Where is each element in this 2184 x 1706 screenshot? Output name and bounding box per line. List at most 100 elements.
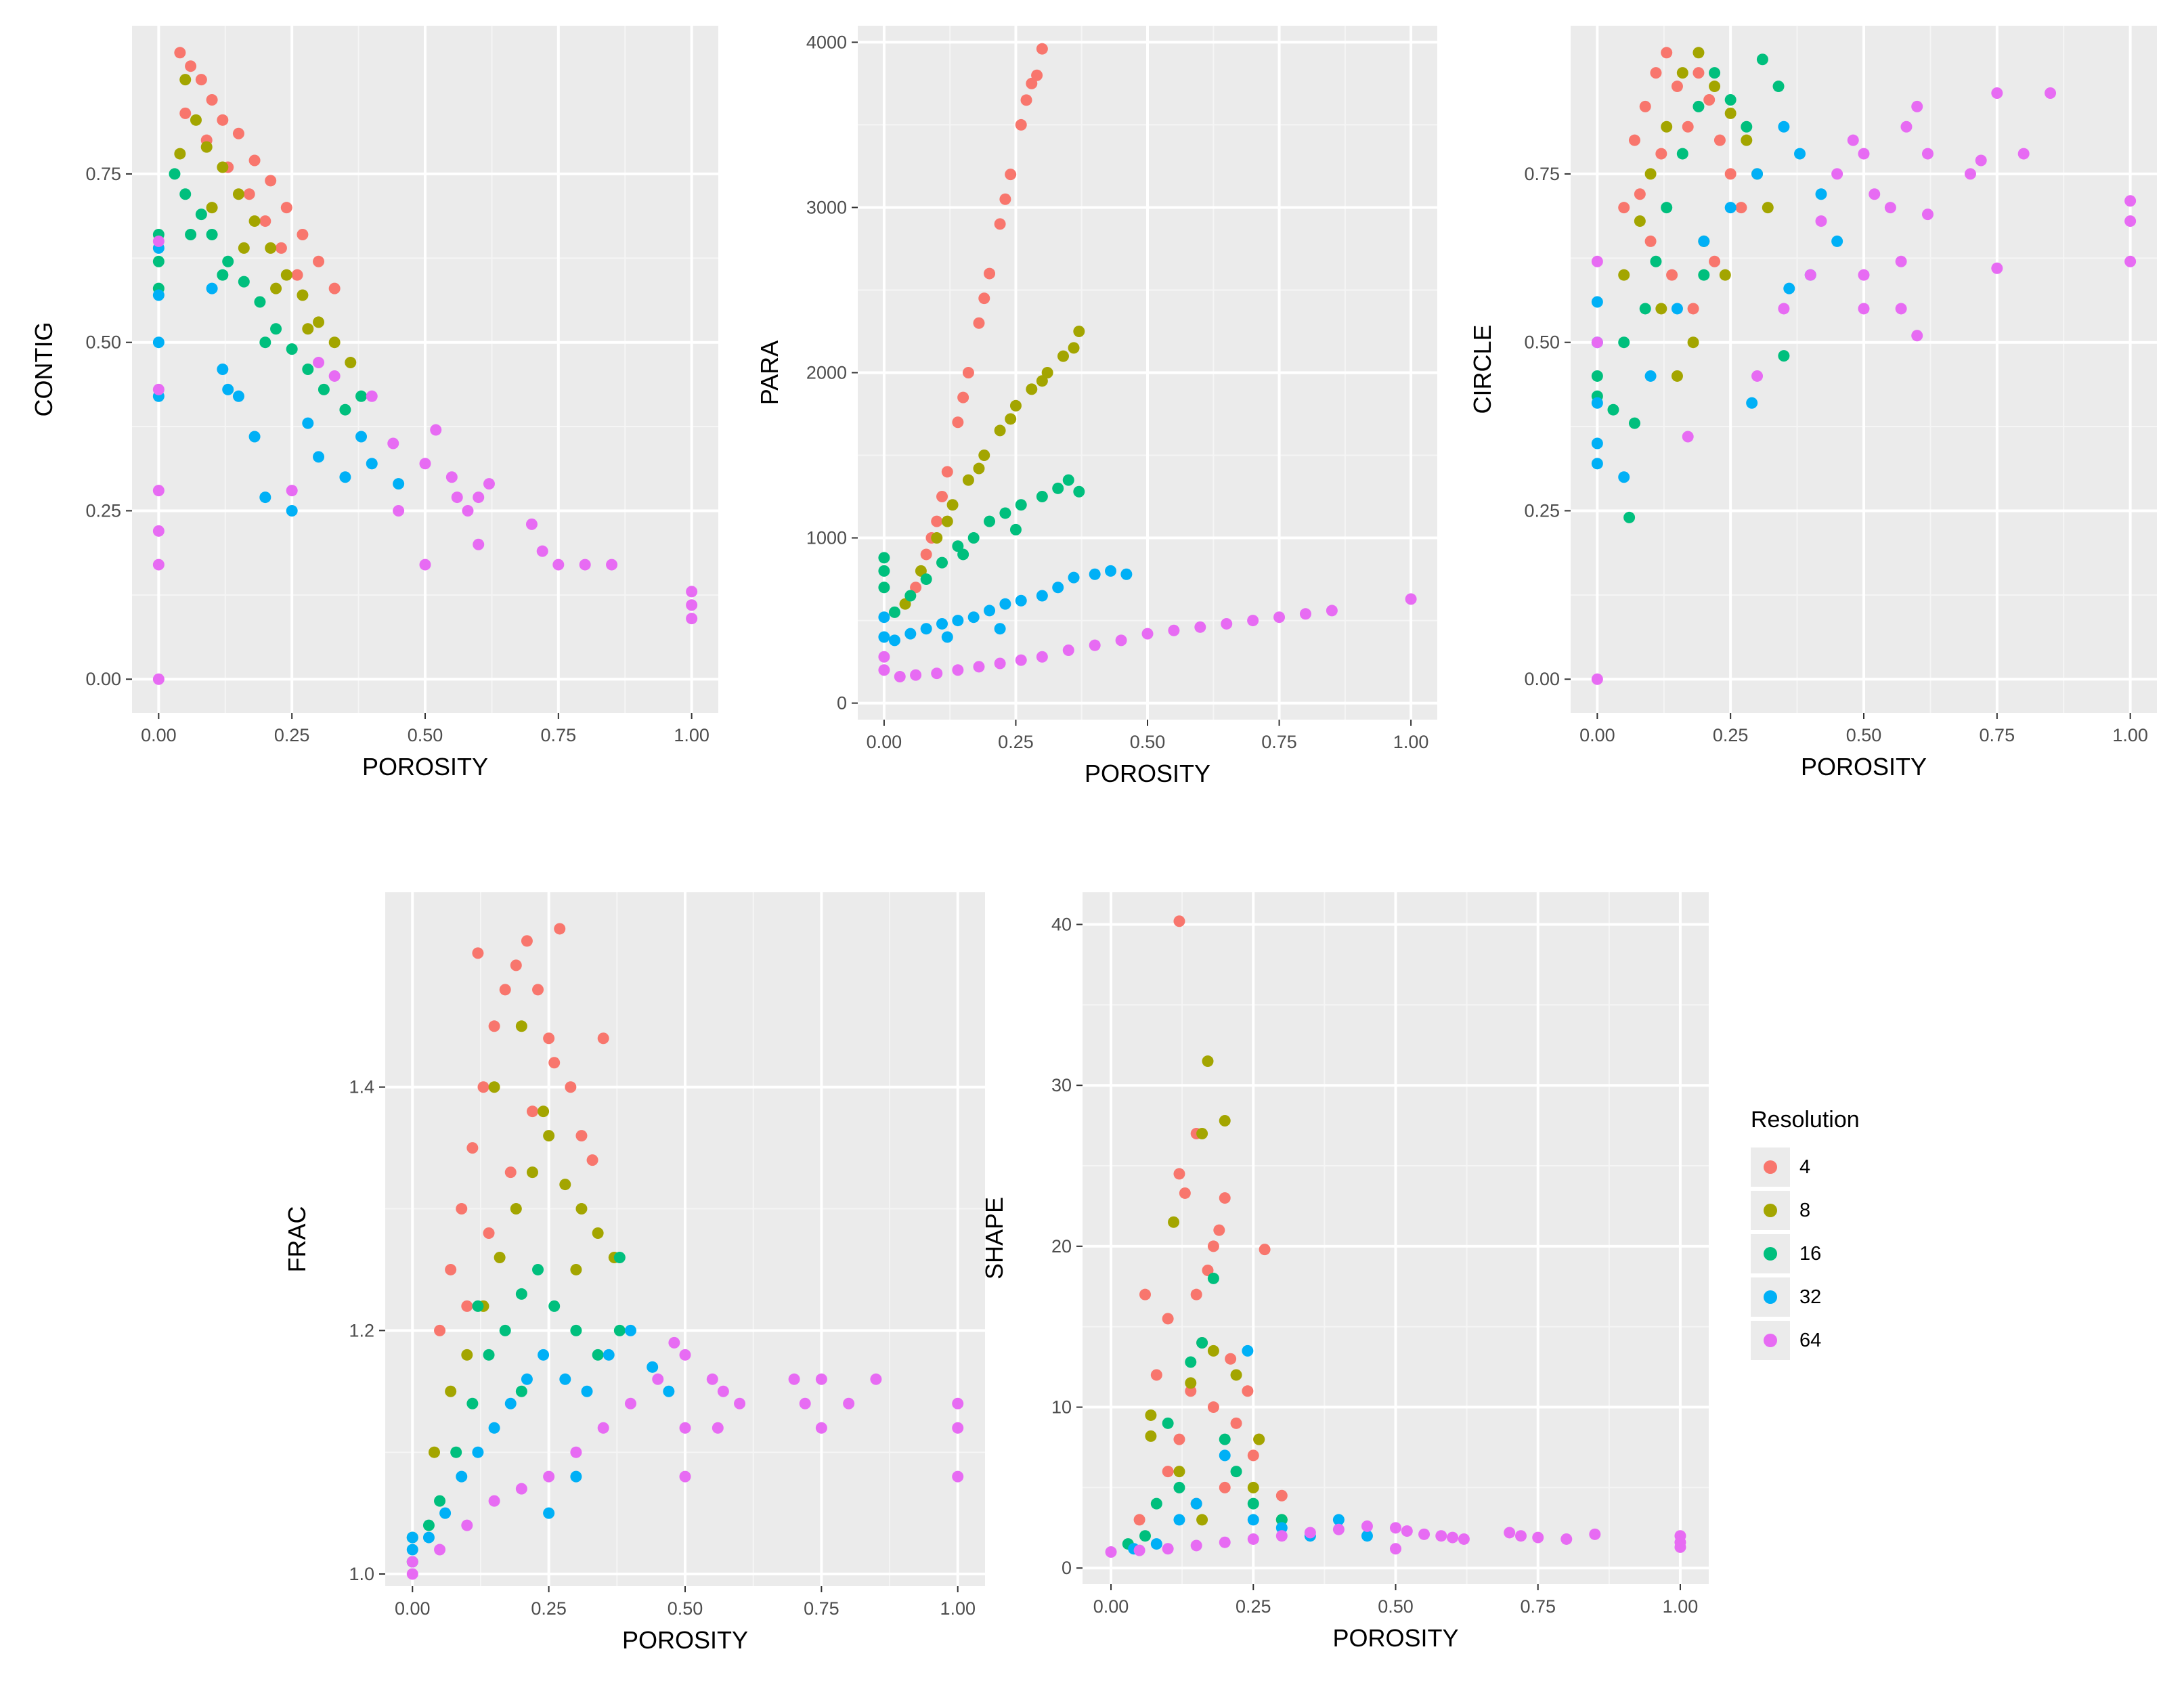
x-tick-label: 0.75 bbox=[1520, 1596, 1556, 1617]
data-point bbox=[174, 148, 186, 160]
data-point bbox=[543, 1507, 555, 1519]
data-point bbox=[952, 1397, 964, 1409]
x-tick-label: 1.00 bbox=[674, 725, 709, 745]
data-point bbox=[904, 628, 917, 640]
data-point bbox=[999, 598, 1011, 610]
data-point bbox=[1815, 215, 1827, 227]
data-point bbox=[712, 1422, 724, 1434]
y-axis-title: FRAC bbox=[283, 1206, 311, 1273]
x-tick-label: 0.50 bbox=[1846, 725, 1882, 745]
data-point bbox=[1089, 639, 1101, 651]
data-point bbox=[1418, 1528, 1430, 1540]
data-point bbox=[1591, 437, 1603, 450]
data-point bbox=[461, 1349, 473, 1361]
data-point bbox=[232, 390, 244, 402]
x-tick-label: 0.00 bbox=[395, 1598, 431, 1619]
data-point bbox=[734, 1397, 746, 1409]
data-point bbox=[1639, 100, 1651, 112]
data-point bbox=[1005, 413, 1017, 425]
legend: Resolution 4 8 16 32 64 bbox=[1751, 1107, 1886, 1362]
data-point bbox=[552, 559, 565, 571]
data-point bbox=[894, 671, 906, 683]
data-point bbox=[1991, 87, 2003, 100]
data-point bbox=[1515, 1530, 1527, 1542]
data-point bbox=[936, 617, 948, 630]
data-point bbox=[1783, 282, 1795, 294]
x-axis-title: POROSITY bbox=[1801, 753, 1927, 781]
data-point bbox=[1020, 94, 1032, 106]
data-point bbox=[575, 1130, 588, 1142]
data-point bbox=[1247, 1497, 1259, 1510]
data-point bbox=[1052, 582, 1064, 594]
x-tick-label: 0.25 bbox=[998, 732, 1034, 752]
data-point bbox=[647, 1361, 659, 1373]
data-point bbox=[1964, 168, 1976, 180]
data-point bbox=[1162, 1313, 1174, 1325]
para-panel: 0.00 0.25 0.50 0.75 1.00 0 1000 2000 3000 4000 POR… bbox=[756, 26, 1437, 787]
data-point bbox=[717, 1385, 729, 1397]
data-point bbox=[451, 491, 463, 504]
data-point bbox=[1026, 383, 1038, 395]
data-point bbox=[466, 1142, 479, 1154]
data-point bbox=[538, 1106, 550, 1118]
y-tick-label: 0 bbox=[837, 693, 847, 714]
data-point bbox=[439, 1507, 452, 1519]
y-tick-label: 0.25 bbox=[1524, 500, 1560, 521]
data-point bbox=[515, 1020, 527, 1032]
data-point bbox=[461, 1300, 473, 1312]
data-point bbox=[179, 107, 192, 119]
data-point bbox=[1671, 81, 1683, 93]
data-point bbox=[1068, 342, 1080, 354]
data-point bbox=[1173, 1433, 1185, 1445]
data-point bbox=[904, 590, 917, 602]
data-point bbox=[1036, 651, 1048, 663]
data-point bbox=[1225, 1353, 1237, 1365]
data-point bbox=[1168, 1216, 1180, 1228]
data-point bbox=[978, 292, 990, 305]
y-tick-label: 20 bbox=[1051, 1236, 1072, 1256]
data-point bbox=[1105, 1546, 1117, 1558]
data-point bbox=[973, 317, 985, 329]
data-point bbox=[592, 1227, 604, 1240]
data-point bbox=[1895, 255, 1907, 267]
data-point bbox=[206, 93, 218, 106]
data-point bbox=[302, 364, 314, 375]
data-point bbox=[265, 242, 277, 254]
data-point bbox=[554, 923, 566, 935]
data-point bbox=[1062, 474, 1074, 486]
data-point bbox=[1219, 1536, 1231, 1548]
data-point bbox=[1068, 571, 1080, 584]
data-point bbox=[248, 154, 261, 167]
data-point bbox=[1435, 1530, 1447, 1542]
data-point bbox=[999, 507, 1011, 519]
data-point bbox=[291, 269, 303, 281]
legend-swatch bbox=[1751, 1321, 1790, 1360]
data-point bbox=[152, 336, 165, 349]
data-point bbox=[1150, 1538, 1162, 1550]
data-point bbox=[393, 478, 405, 490]
data-point bbox=[1869, 188, 1881, 200]
data-point bbox=[499, 984, 511, 996]
data-point bbox=[878, 582, 890, 594]
legend-label: 16 bbox=[1799, 1242, 1822, 1265]
data-point bbox=[559, 1179, 571, 1191]
data-point bbox=[1655, 148, 1667, 160]
data-point bbox=[152, 485, 165, 497]
legend-item: 8 bbox=[1751, 1189, 1886, 1232]
data-point bbox=[1900, 121, 1913, 133]
data-point bbox=[1911, 100, 1923, 112]
data-point bbox=[313, 316, 325, 328]
data-point bbox=[1202, 1265, 1214, 1277]
data-point bbox=[393, 504, 405, 517]
data-point bbox=[179, 188, 192, 200]
data-point bbox=[1247, 615, 1259, 627]
y-tick-label: 1.2 bbox=[349, 1320, 374, 1340]
data-point bbox=[483, 478, 495, 490]
data-point bbox=[450, 1446, 462, 1458]
data-point bbox=[1591, 255, 1603, 267]
data-point bbox=[259, 336, 271, 349]
data-point bbox=[434, 1495, 446, 1507]
data-point bbox=[1120, 568, 1133, 580]
data-point bbox=[515, 1483, 527, 1495]
data-point bbox=[445, 1263, 457, 1275]
